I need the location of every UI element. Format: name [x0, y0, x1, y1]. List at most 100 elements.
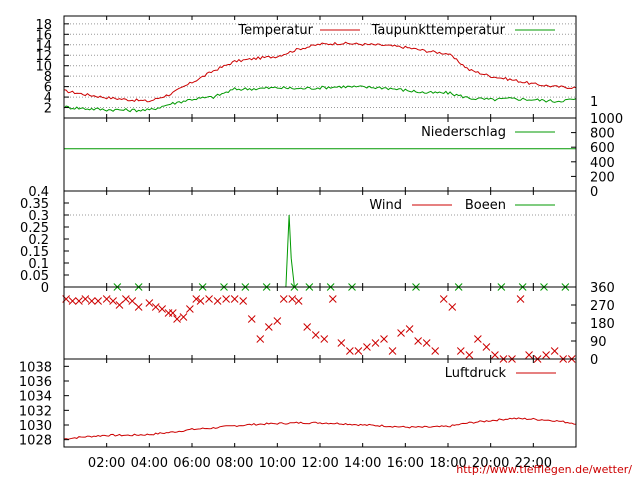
dir-y2tick-label: 360: [590, 281, 615, 296]
dir-point-red: [320, 335, 329, 343]
dir-point-red: [525, 351, 533, 359]
temp-series-temperatur: [63, 41, 577, 103]
wind-ytick-label: 0.3: [28, 209, 49, 224]
dir-point-red: [256, 335, 265, 343]
temp-y2tick-label: 1: [590, 95, 598, 110]
temp-ytick-label: 4: [44, 91, 52, 106]
pressure-ytick-label: 1036: [19, 375, 52, 390]
dir-point-red: [294, 297, 303, 305]
dir-point-red: [303, 323, 312, 331]
dir-point-red: [122, 295, 130, 303]
dir-point-red: [388, 347, 397, 355]
dir-point-red: [158, 305, 166, 313]
dir-point-red: [239, 297, 248, 305]
dir-y2tick-label: 90: [590, 335, 607, 350]
dir-point-red: [102, 295, 111, 303]
dir-point-red: [264, 323, 273, 331]
x-tick-label: 14:00: [344, 456, 381, 471]
wind-ytick-label: 0: [41, 281, 49, 296]
dir-point-red: [222, 295, 230, 303]
temp-series-taupunkt: [63, 85, 577, 113]
dir-point-red: [354, 347, 363, 355]
dir-point-red: [81, 295, 90, 303]
wind-ytick-label: 0.1: [28, 257, 49, 272]
pressure-ytick-label: 1028: [19, 434, 52, 449]
precip-y2tick-label: 600: [590, 141, 615, 156]
wind-ytick-label: 0.15: [20, 245, 49, 260]
dir-point-red: [75, 297, 83, 305]
temp-ytick-label: 18: [35, 18, 52, 33]
wind-ytick-label: 0.25: [20, 221, 49, 236]
legend-label-boeen: Boeen: [465, 198, 506, 213]
dir-point-red: [279, 295, 288, 303]
dir-point-red: [196, 297, 205, 305]
dir-y2tick-label: 0: [590, 353, 598, 368]
dir-point-red: [115, 301, 124, 309]
precip-y2tick-label: 400: [590, 156, 615, 171]
legend-label-luftdruck: Luftdruck: [445, 366, 507, 381]
pressure-ytick-label: 1030: [19, 419, 52, 434]
footer-url-link[interactable]: http://www.tiefflegen.de/wetter/: [456, 463, 632, 476]
dir-point-red: [542, 351, 550, 359]
x-tick-label: 22:00: [515, 456, 552, 471]
temp-ytick-label: 10: [35, 60, 52, 75]
precip-y2tick-label: 1000: [590, 112, 623, 127]
dir-point-red: [380, 335, 388, 343]
dir-point-red: [151, 303, 160, 311]
dir-point-red: [288, 295, 297, 303]
dir-point-red: [145, 299, 154, 307]
dir-point-red: [186, 305, 194, 313]
dir-point-red: [371, 339, 380, 347]
dir-point-red: [550, 347, 559, 355]
dir-point-red: [337, 339, 346, 347]
dir-point-red: [173, 315, 181, 323]
temp-ytick-label: 2: [44, 102, 52, 117]
x-tick-label: 20:00: [472, 456, 509, 471]
temp-ytick-label: 14: [35, 39, 52, 54]
dir-point-red: [247, 315, 256, 323]
pressure-ytick-label: 1038: [19, 360, 52, 375]
x-tick-label: 16:00: [387, 456, 424, 471]
temp-ytick-label: 6: [44, 81, 52, 96]
dir-point-red: [397, 329, 405, 337]
dir-point-red: [192, 295, 201, 303]
x-tick-label: 04:00: [131, 456, 168, 471]
legend-label-temperatur: Temperatur: [237, 23, 313, 38]
wind-ytick-label: 0.35: [20, 197, 49, 212]
dir-point-red: [68, 297, 77, 305]
x-tick-label: 02:00: [88, 456, 125, 471]
pressure-ytick-label: 1032: [19, 404, 52, 419]
dir-point-red: [205, 295, 213, 303]
pressure-ytick-label: 1034: [19, 390, 52, 405]
dir-point-red: [465, 351, 474, 359]
x-tick-label: 06:00: [173, 456, 210, 471]
dir-point-red: [482, 343, 491, 351]
dir-point-red: [491, 351, 499, 359]
x-tick-label: 12:00: [301, 456, 338, 471]
temp-ytick-label: 16: [35, 28, 52, 43]
dir-point-red: [94, 297, 102, 305]
dir-point-red: [516, 295, 525, 303]
dir-point-red: [448, 303, 457, 311]
dir-point-red: [363, 343, 371, 351]
dir-point-red: [168, 309, 177, 317]
legend-label-taupunkt: Taupunkttemperatur: [371, 23, 506, 38]
dir-point-red: [456, 347, 465, 355]
dir-point-red: [414, 337, 422, 345]
dir-point-red: [439, 295, 448, 303]
dir-point-red: [128, 297, 137, 305]
dir-point-red: [273, 317, 282, 325]
dir-point-red: [134, 303, 143, 311]
legend-label-niederschlag: Niederschlag: [421, 125, 506, 140]
wind-ytick-label: 0.05: [20, 269, 49, 284]
x-tick-label: 10:00: [259, 456, 296, 471]
panel-frames: [63, 15, 577, 448]
pressure-series-luftdruck: [63, 417, 577, 440]
dir-point-red: [109, 297, 117, 305]
legend-label-wind: Wind: [369, 198, 402, 213]
precip-y2tick-label: 800: [590, 127, 615, 142]
dir-point-red: [213, 297, 222, 305]
